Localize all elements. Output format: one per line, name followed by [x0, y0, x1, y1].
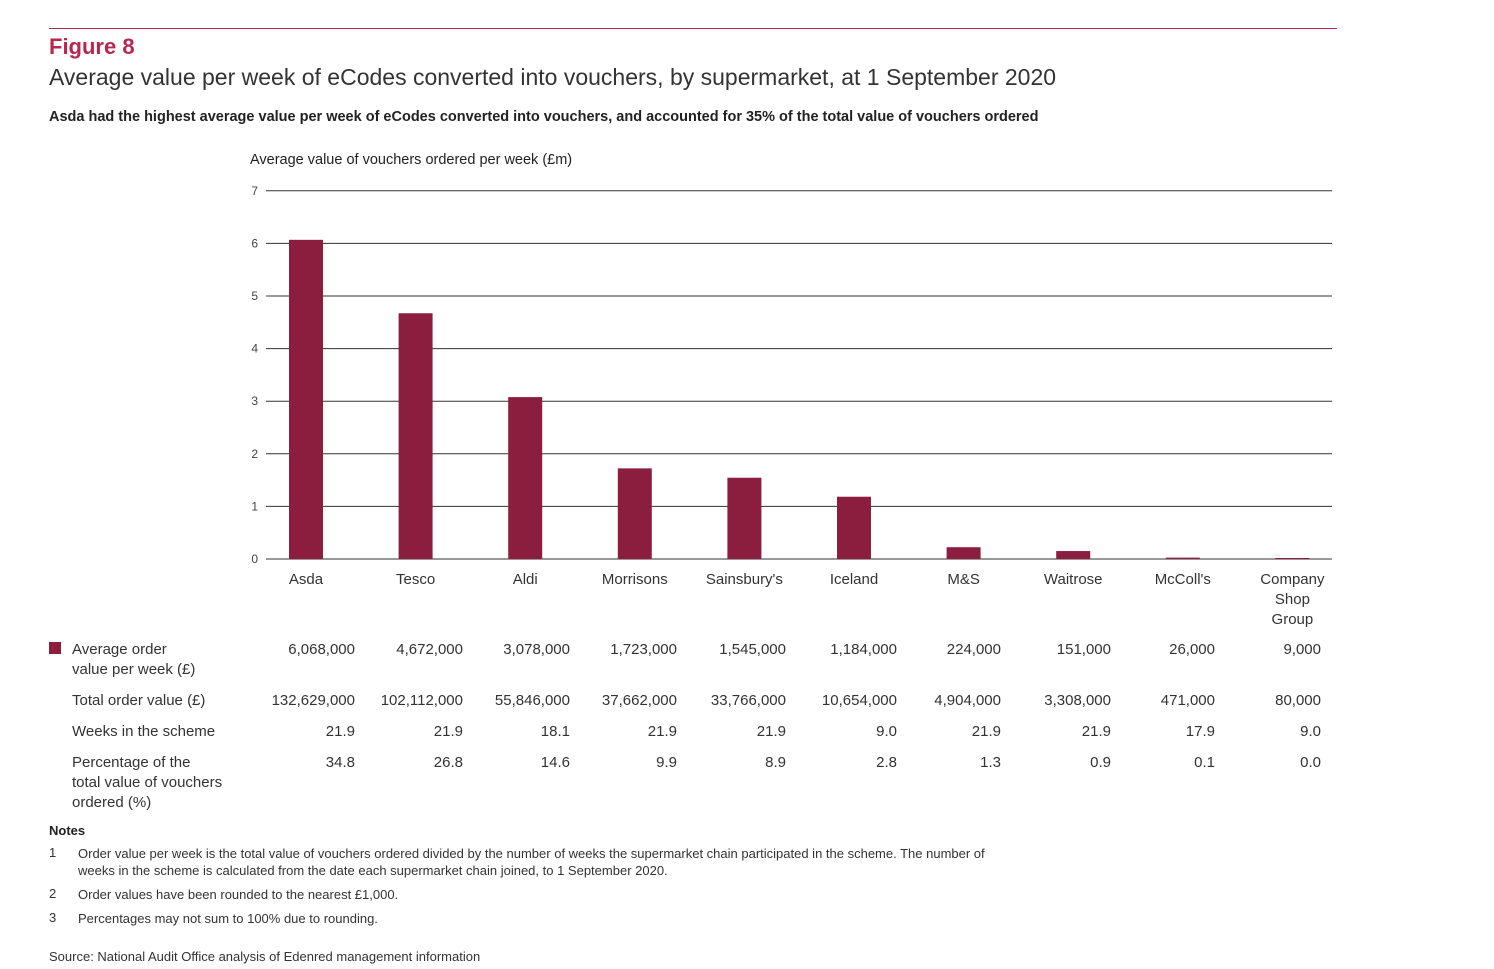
bar-chart: 0 1 2 3 4 5 6 7 Asda Tesco Aldi Morrisons Sainsbury'…	[251, 184, 1332, 628]
table-cell: 37,662,000	[601, 692, 677, 709]
table-cell: 6,068,000	[288, 641, 355, 658]
note-text-line: Order value per week is the total value …	[78, 846, 985, 861]
note-text: Order values have been rounded to the ne…	[78, 886, 1118, 903]
table-cell: 0.9	[1090, 754, 1111, 771]
x-tick-label: McColl's	[1155, 571, 1211, 588]
bar	[946, 547, 981, 559]
bar	[1056, 551, 1091, 559]
table-cell: 4,904,000	[934, 692, 1001, 709]
x-tick-label: Company Shop Group	[1260, 571, 1325, 628]
y-tick-label: 0	[251, 552, 258, 566]
table-row-label-line: Percentage of the	[72, 754, 191, 771]
table-cell: 3,078,000	[503, 641, 570, 658]
note-text: Order value per week is the total value …	[78, 845, 1118, 879]
x-tick-label: Tesco	[396, 571, 435, 588]
legend-swatch	[49, 642, 61, 654]
table-cell: 1,184,000	[830, 641, 897, 658]
note-text-line: weeks in the scheme is calculated from t…	[78, 863, 668, 878]
table-row-label: Weeks in the scheme	[72, 722, 215, 742]
table-cell: 2.8	[876, 754, 897, 771]
table-row-label: Average order value per week (£)	[72, 640, 195, 680]
table-cell: 21.9	[647, 723, 677, 740]
note-number: 2	[49, 886, 57, 901]
table-cell: 55,846,000	[494, 692, 570, 709]
y-tick-label: 4	[251, 342, 258, 356]
table-cell: 471,000	[1160, 692, 1215, 709]
table-cell: 8.9	[765, 754, 786, 771]
table-cell: 10,654,000	[821, 692, 897, 709]
notes-title: Notes	[49, 823, 86, 838]
table-cell: 9.9	[656, 754, 677, 771]
figure-subtitle: Asda had the highest average value per w…	[49, 109, 1039, 125]
y-tick-label: 1	[251, 499, 258, 513]
table-cell: 1,723,000	[610, 641, 677, 658]
table-cell: 9,000	[1283, 641, 1321, 658]
x-tick-label: Aldi	[513, 571, 538, 588]
table-cell: 18.1	[540, 723, 570, 740]
x-tick-label: M&S	[947, 571, 980, 588]
table-cell: 224,000	[946, 641, 1001, 658]
y-tick-label: 2	[251, 447, 258, 461]
table-row-label-line: Total order value (£)	[72, 692, 206, 709]
title-rule	[49, 28, 1337, 29]
table-row-label-line: total value of vouchers	[72, 774, 223, 791]
figure-label: Figure 8	[49, 34, 135, 59]
bar	[398, 313, 433, 559]
table-cell: 9.0	[876, 723, 897, 740]
x-tick-label: Iceland	[830, 571, 878, 588]
table-cell: 21.9	[756, 723, 786, 740]
table-cell: 9.0	[1300, 723, 1321, 740]
table-row-label-line: Weeks in the scheme	[72, 723, 216, 740]
figure-title: Average value per week of eCodes convert…	[49, 64, 1057, 90]
note-number: 3	[49, 910, 57, 925]
bar	[727, 477, 762, 559]
source-text: Source: National Audit Office analysis o…	[49, 949, 481, 964]
bar	[1275, 558, 1310, 559]
table-cell: 26.8	[433, 754, 463, 771]
bar	[1165, 557, 1200, 559]
y-tick-label: 5	[251, 289, 258, 303]
table-cell: 26,000	[1169, 641, 1215, 658]
table-cell: 0.1	[1194, 754, 1215, 771]
table-cell: 1,545,000	[719, 641, 786, 658]
table-row-label-line: Average order	[72, 641, 167, 658]
table-cell: 21.9	[433, 723, 463, 740]
x-tick-label: Waitrose	[1044, 571, 1103, 588]
table-cell: 33,766,000	[710, 692, 786, 709]
table-cell: 17.9	[1185, 723, 1215, 740]
table-cell: 4,672,000	[396, 641, 463, 658]
y-tick-label: 7	[251, 184, 258, 198]
table-cell: 21.9	[325, 723, 355, 740]
y-tick-label: 3	[251, 394, 258, 408]
table-cell: 21.9	[1081, 723, 1111, 740]
table-cell: 80,000	[1275, 692, 1321, 709]
table-cell: 132,629,000	[271, 692, 355, 709]
bar	[508, 397, 543, 559]
x-tick-label: Asda	[289, 571, 324, 588]
table-row-label: Percentage of the total value of vouchers…	[72, 753, 222, 813]
note-text-line: Percentages may not sum to 100% due to r…	[78, 911, 378, 926]
table-row-label-line: ordered (%)	[72, 794, 152, 811]
bar	[289, 239, 323, 560]
x-tick-label: Sainsbury's	[706, 571, 783, 588]
note-text: Percentages may not sum to 100% due to r…	[78, 910, 1118, 927]
x-tick-label: Morrisons	[602, 571, 668, 588]
table-cell: 151,000	[1056, 641, 1111, 658]
table-cell: 0.0	[1300, 754, 1321, 771]
table-cell: 14.6	[540, 754, 570, 771]
note-text-line: Order values have been rounded to the ne…	[78, 887, 399, 902]
bar	[837, 496, 871, 559]
table-row-label: Total order value (£)	[72, 691, 205, 711]
note-number: 1	[49, 845, 57, 860]
table-cell: 102,112,000	[380, 692, 463, 709]
table-cell: 1.3	[980, 754, 1001, 771]
table-cell: 21.9	[971, 723, 1001, 740]
table-cell: 34.8	[325, 754, 355, 771]
table-cell: 3,308,000	[1044, 692, 1111, 709]
y-tick-label: 6	[251, 236, 258, 250]
bar	[617, 468, 652, 559]
y-axis-label: Average value of vouchers ordered per we…	[250, 152, 573, 168]
table-row-label-line: value per week (£)	[72, 661, 196, 678]
